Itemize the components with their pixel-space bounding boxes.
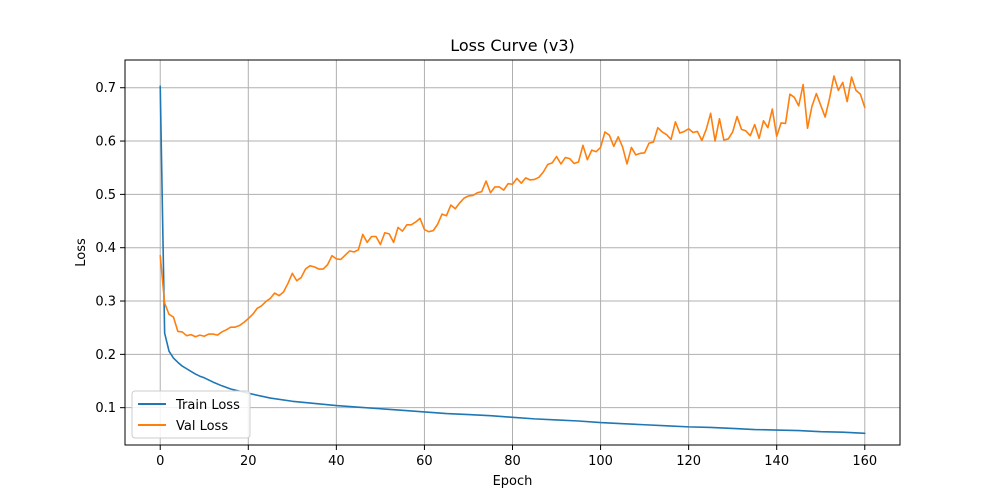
x-tick-label: 100 xyxy=(588,454,613,469)
y-tick-label: 0.3 xyxy=(95,295,116,310)
chart-title: Loss Curve (v3) xyxy=(450,36,575,55)
y-tick-label: 0.7 xyxy=(95,81,116,96)
series-line-val-loss xyxy=(159,75,866,338)
legend-box xyxy=(131,390,251,439)
y-tick-label: 0.2 xyxy=(95,348,116,363)
x-axis-ticks: 0 20 40 60 80 100 120 140 160 xyxy=(156,445,877,469)
series-line-train-loss xyxy=(159,85,866,435)
series-lines xyxy=(159,75,866,435)
x-tick-label: 140 xyxy=(764,454,789,469)
x-tick-label: 20 xyxy=(240,454,257,469)
x-tick-label: 80 xyxy=(504,454,521,469)
x-axis-label: Epoch xyxy=(493,474,533,489)
legend: Train Loss Val Loss xyxy=(131,390,251,439)
y-tick-label: 0.4 xyxy=(95,241,116,256)
legend-label-train-loss: Train Loss xyxy=(175,398,240,413)
y-axis-label: Loss xyxy=(74,238,89,267)
legend-label-val-loss: Val Loss xyxy=(176,419,228,434)
y-tick-label: 0.5 xyxy=(95,188,116,203)
y-axis-ticks: 0.1 0.2 0.3 0.4 0.5 0.6 0.7 xyxy=(95,81,125,416)
grid xyxy=(125,60,900,445)
x-tick-label: 160 xyxy=(852,454,877,469)
y-tick-label: 0.1 xyxy=(95,401,116,416)
x-tick-label: 120 xyxy=(676,454,701,469)
x-tick-label: 40 xyxy=(328,454,345,469)
x-tick-label: 60 xyxy=(416,454,433,469)
x-tick-label: 0 xyxy=(156,454,164,469)
y-tick-label: 0.6 xyxy=(95,135,116,150)
